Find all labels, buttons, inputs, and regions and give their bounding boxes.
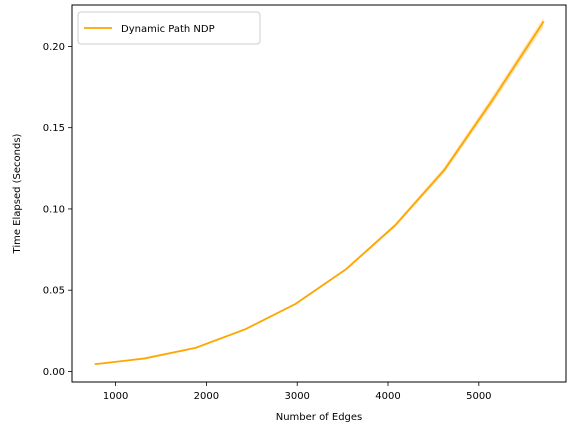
y-tick-label: 0.10 [43, 204, 65, 215]
y-tick-label: 0.20 [43, 42, 65, 53]
y-tick-label: 0.05 [43, 286, 65, 297]
y-axis-label: Time Elapsed (Seconds) [12, 133, 23, 254]
x-axis-label: Number of Edges [276, 412, 363, 423]
y-tick-label: 0.00 [43, 367, 65, 378]
axes-frame [71, 4, 567, 383]
legend: Dynamic Path NDP [77, 11, 261, 45]
plot-area [94, 18, 545, 366]
x-tick-label: 4000 [375, 391, 400, 402]
legend-label: Dynamic Path NDP [121, 24, 215, 35]
x-tick-label: 5000 [466, 391, 491, 402]
x-tick-label: 1000 [103, 391, 128, 402]
x-tick-label: 3000 [284, 391, 309, 402]
legend-box [77, 11, 261, 45]
x-axis-ticks: 1000 2000 3000 4000 5000 [103, 382, 492, 402]
series-0-line [94, 20, 545, 366]
x-tick-label: 2000 [194, 391, 219, 402]
y-axis-ticks: 0.00 0.05 0.10 0.15 0.20 [43, 42, 72, 378]
y-tick-label: 0.15 [43, 123, 65, 134]
